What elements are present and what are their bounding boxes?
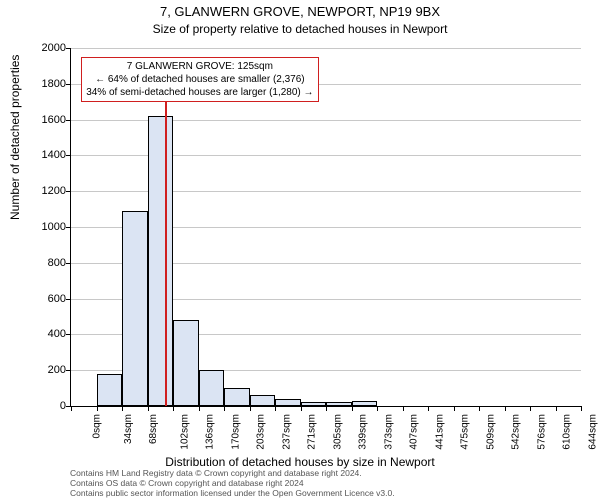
histogram-bar (148, 116, 174, 406)
x-tick-label: 339sqm (359, 414, 369, 450)
marker-line (165, 68, 167, 406)
annotation-line: 7 GLANWERN GROVE: 125sqm (86, 60, 313, 73)
histogram-bar (301, 402, 327, 406)
x-tick-mark (581, 406, 582, 411)
x-tick-label: 170sqm (231, 414, 241, 450)
x-tick-mark (505, 406, 506, 411)
annotation-line: 34% of semi-detached houses are larger (… (86, 86, 313, 99)
x-tick-mark (122, 406, 123, 411)
x-tick-label: 34sqm (124, 414, 134, 444)
y-tick-label: 200 (26, 365, 66, 376)
x-tick-label: 136sqm (206, 414, 216, 450)
annotation-box: 7 GLANWERN GROVE: 125sqm← 64% of detache… (81, 57, 318, 102)
histogram-bar (224, 388, 250, 406)
y-tick-mark (66, 48, 71, 49)
x-tick-mark (326, 406, 327, 411)
chart-title: 7, GLANWERN GROVE, NEWPORT, NP19 9BX (0, 4, 600, 19)
y-tick-mark (66, 227, 71, 228)
histogram-bar (326, 402, 352, 406)
footer-line-3: Contains public sector information licen… (70, 488, 395, 498)
histogram-bar (250, 395, 276, 406)
x-tick-label: 509sqm (486, 414, 496, 450)
y-tick-label: 1000 (26, 222, 66, 233)
x-tick-label: 475sqm (461, 414, 471, 450)
x-axis-label: Distribution of detached houses by size … (0, 455, 600, 469)
histogram-bar (173, 320, 199, 406)
y-tick-mark (66, 299, 71, 300)
x-tick-label: 644sqm (588, 414, 598, 450)
histogram-bar (275, 399, 301, 406)
y-tick-label: 2000 (26, 43, 66, 54)
x-tick-mark (479, 406, 480, 411)
y-tick-mark (66, 334, 71, 335)
x-tick-label: 542sqm (512, 414, 522, 450)
x-tick-mark (301, 406, 302, 411)
x-tick-mark (148, 406, 149, 411)
plot-area: 02004006008001000120014001600180020007 G… (70, 48, 581, 407)
x-tick-label: 0sqm (92, 414, 102, 438)
x-tick-label: 610sqm (563, 414, 573, 450)
x-tick-mark (97, 406, 98, 411)
x-tick-mark (530, 406, 531, 411)
x-tick-mark (556, 406, 557, 411)
x-tick-mark (428, 406, 429, 411)
y-tick-label: 600 (26, 294, 66, 305)
x-tick-label: 373sqm (384, 414, 394, 450)
footer-line-2: Contains OS data © Crown copyright and d… (70, 478, 395, 488)
x-tick-label: 407sqm (410, 414, 420, 450)
y-tick-label: 400 (26, 329, 66, 340)
footer-line-1: Contains HM Land Registry data © Crown c… (70, 468, 395, 478)
x-tick-label: 102sqm (180, 414, 190, 450)
x-tick-mark (377, 406, 378, 411)
y-tick-mark (66, 84, 71, 85)
y-tick-mark (66, 191, 71, 192)
y-tick-label: 1600 (26, 115, 66, 126)
y-tick-label: 0 (26, 401, 66, 412)
y-axis-label: Number of detached properties (8, 55, 22, 220)
x-tick-mark (352, 406, 353, 411)
y-tick-label: 1800 (26, 79, 66, 90)
x-tick-label: 203sqm (257, 414, 267, 450)
x-tick-mark (275, 406, 276, 411)
y-tick-label: 1200 (26, 186, 66, 197)
y-tick-label: 800 (26, 258, 66, 269)
x-tick-label: 271sqm (308, 414, 318, 450)
y-tick-mark (66, 370, 71, 371)
x-tick-label: 68sqm (149, 414, 159, 444)
histogram-bar (122, 211, 148, 406)
x-tick-mark (250, 406, 251, 411)
annotation-line: ← 64% of detached houses are smaller (2,… (86, 73, 313, 86)
x-tick-label: 576sqm (537, 414, 547, 450)
y-tick-mark (66, 263, 71, 264)
y-tick-mark (66, 155, 71, 156)
chart-container: 7, GLANWERN GROVE, NEWPORT, NP19 9BX Siz… (0, 0, 600, 500)
x-tick-label: 305sqm (333, 414, 343, 450)
chart-subtitle: Size of property relative to detached ho… (0, 22, 600, 36)
histogram-bar (352, 401, 378, 406)
y-tick-label: 1400 (26, 150, 66, 161)
gridline (71, 48, 581, 49)
x-tick-mark (199, 406, 200, 411)
footer-credits: Contains HM Land Registry data © Crown c… (70, 468, 395, 498)
y-tick-mark (66, 120, 71, 121)
x-tick-mark (454, 406, 455, 411)
x-tick-mark (224, 406, 225, 411)
x-tick-label: 441sqm (435, 414, 445, 450)
x-tick-label: 237sqm (282, 414, 292, 450)
x-tick-mark (71, 406, 72, 411)
histogram-bar (97, 374, 123, 406)
x-tick-mark (173, 406, 174, 411)
histogram-bar (199, 370, 225, 406)
x-tick-mark (403, 406, 404, 411)
